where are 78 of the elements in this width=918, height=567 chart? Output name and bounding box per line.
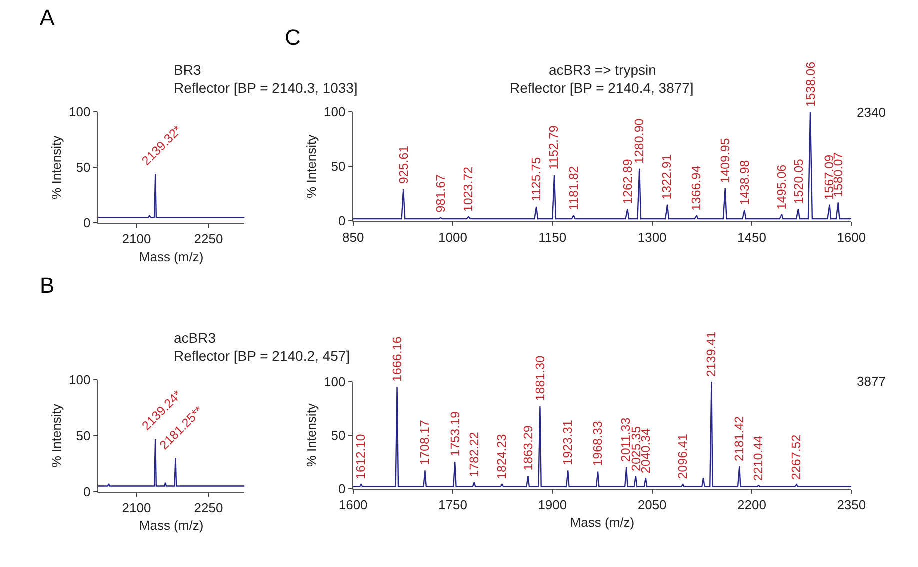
chart-title: acBR3 — [174, 330, 216, 346]
annotation: 925.61 — [397, 146, 411, 184]
annotation: 2139.41 — [704, 332, 718, 378]
x-tick-label: 1450 — [738, 230, 766, 245]
y-tick-label: 50 — [331, 428, 346, 443]
x-tick-label: 1750 — [438, 498, 468, 513]
y-tick-label: 50 — [76, 428, 91, 444]
x-axis-title: Mass (m/z) — [570, 515, 635, 530]
y-tick-label: 100 — [69, 104, 91, 120]
annotation: 1409.95 — [718, 138, 732, 184]
annotation: 1262.89 — [620, 159, 635, 204]
annotation: 2181.42 — [732, 416, 747, 462]
x-tick-label: 2050 — [638, 498, 667, 513]
text: A — [40, 5, 55, 30]
x-tick-label: 1900 — [538, 498, 568, 513]
annotation: 1125.75 — [530, 157, 544, 202]
y-tick-label: 100 — [69, 372, 91, 388]
y-axis-title: % Intensity — [304, 403, 319, 468]
annotation: 1923.31 — [560, 420, 575, 466]
annotation: 2040.34 — [639, 428, 654, 474]
annotation: 1824.23 — [495, 434, 510, 480]
x-tick-label: 1150 — [538, 230, 567, 245]
x-tick-label: 2250 — [194, 232, 224, 247]
annotation: 1366.94 — [690, 166, 704, 212]
x-tick-label: 1000 — [438, 230, 468, 245]
annotation: 2096.41 — [676, 434, 690, 480]
y-tick-label: 100 — [324, 374, 346, 390]
x-axis-title: Mass (m/z) — [139, 518, 204, 534]
text: 2340 — [857, 105, 886, 120]
x-tick-label: 1600 — [837, 230, 866, 245]
y-axis-title: % Intensity — [48, 404, 64, 468]
annotation: 1881.30 — [533, 356, 548, 402]
x-tick-label: 2100 — [122, 500, 152, 516]
annotation: 1612.10 — [354, 434, 368, 480]
text: C — [285, 25, 301, 50]
annotation: 1322.91 — [660, 154, 674, 200]
annotation: 2210.44 — [752, 436, 766, 482]
annotation: 981.67 — [434, 174, 448, 213]
x-axis-title: Mass (m/z) — [139, 249, 204, 264]
y-axis-title: % Intensity — [304, 134, 319, 198]
y-tick-label: 0 — [84, 216, 91, 231]
annotation: 1438.98 — [738, 160, 752, 206]
annotation: 1782.22 — [467, 432, 482, 478]
x-tick-label: 850 — [342, 230, 364, 245]
x-tick-label: 2200 — [738, 498, 766, 513]
annotation: 1753.19 — [448, 412, 462, 457]
annotation: 1495.06 — [774, 164, 789, 210]
annotation: 1280.90 — [632, 118, 646, 164]
x-tick-label: 2250 — [194, 500, 224, 516]
x-tick-label: 2100 — [122, 232, 152, 247]
x-tick-label: 1600 — [338, 498, 368, 513]
text: B — [40, 273, 55, 298]
text: 3877 — [857, 374, 886, 389]
chart-subtitle: Reflector [BP = 2140.4, 3877] — [510, 80, 694, 96]
annotation: 2267.52 — [790, 434, 804, 480]
annotation: 1863.29 — [522, 426, 536, 471]
annotation: 1708.17 — [418, 420, 432, 466]
y-axis-title: % Intensity — [48, 135, 64, 200]
line-series — [353, 112, 852, 220]
y-tick-label: 0 — [338, 481, 346, 496]
y-tick-label: 50 — [76, 160, 91, 176]
x-tick-label: 1300 — [638, 230, 667, 245]
x-tick-label: 2350 — [837, 498, 866, 513]
annotation: 1181.82 — [567, 166, 582, 211]
chart-title: BR3 — [174, 62, 202, 78]
chart-title: acBR3 => trypsin — [549, 62, 656, 78]
annotation: 1152.79 — [547, 126, 562, 170]
annotation: 1538.06 — [804, 62, 818, 108]
y-tick-label: 0 — [84, 484, 91, 500]
annotation: 1520.05 — [792, 158, 806, 204]
annotation: 1023.72 — [461, 166, 476, 212]
annotation: 1666.16 — [390, 336, 405, 382]
y-tick-label: 50 — [331, 159, 346, 174]
y-tick-label: 100 — [324, 104, 346, 120]
y-tick-label: 0 — [338, 214, 346, 229]
chart-subtitle: Reflector [BP = 2140.2, 457] — [174, 348, 350, 364]
annotation: 1968.33 — [590, 421, 605, 466]
chart-subtitle: Reflector [BP = 2140.3, 1033] — [174, 80, 358, 96]
